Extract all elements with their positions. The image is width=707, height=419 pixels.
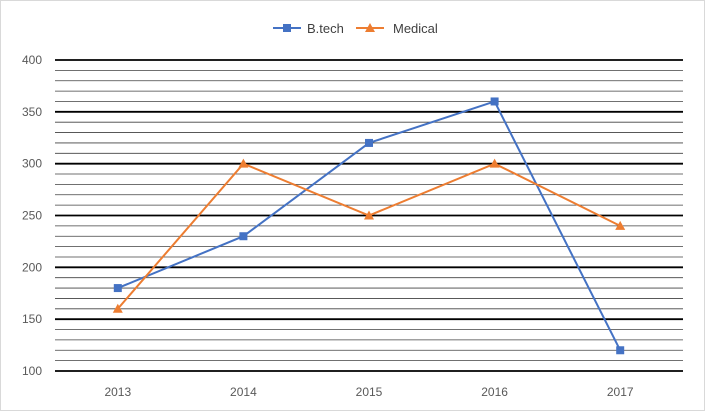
y-tick-label: 250 [22, 209, 42, 223]
data-point-square [365, 138, 373, 147]
data-point-square [113, 284, 122, 293]
y-tick-label: 100 [22, 364, 42, 378]
legend-item: B.tech [273, 21, 344, 36]
data-point-square [490, 97, 499, 106]
data-point-triangle [238, 158, 249, 168]
data-point-triangle [615, 220, 626, 230]
legend-item: Medical [356, 21, 438, 36]
legend: B.tech Medical [273, 21, 438, 36]
series-medical [112, 158, 626, 313]
x-tick-label: 2013 [104, 385, 131, 399]
data-point-triangle [112, 303, 123, 313]
series-lines [112, 97, 626, 355]
y-tick-label: 400 [22, 53, 42, 67]
data-point-square [239, 232, 248, 241]
legend-label: Medical [393, 21, 438, 36]
x-tick-label: 2014 [230, 385, 257, 399]
x-tick-label: 2016 [481, 385, 508, 399]
x-axis-tick-labels: 2013 2014 2015 2016 2017 [104, 385, 633, 399]
x-tick-label: 2017 [607, 385, 634, 399]
data-point-triangle [365, 23, 375, 32]
x-tick-label: 2015 [356, 385, 383, 399]
y-tick-label: 200 [22, 260, 42, 274]
y-tick-label: 300 [22, 157, 42, 171]
legend-label: B.tech [307, 21, 344, 36]
data-point-triangle [364, 210, 374, 220]
grid-lines [55, 59, 683, 372]
data-point-square [616, 346, 625, 355]
data-point-triangle [489, 158, 500, 168]
y-tick-label: 150 [22, 312, 42, 326]
y-axis-tick-labels: 100 150 200 250 300 350 400 [22, 53, 42, 378]
data-point-square [283, 24, 291, 32]
y-tick-label: 350 [22, 105, 42, 119]
